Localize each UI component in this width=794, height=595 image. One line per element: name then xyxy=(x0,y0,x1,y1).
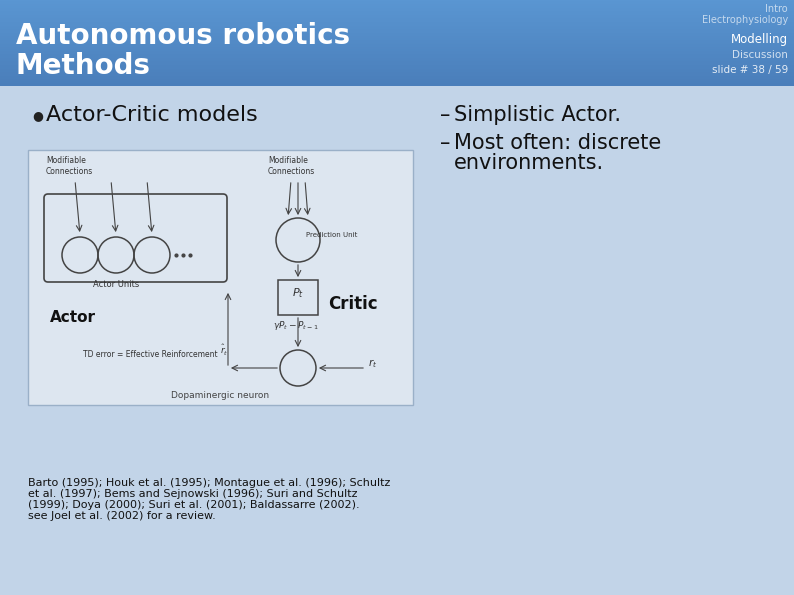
Text: Methods: Methods xyxy=(16,52,151,80)
Text: Autonomous robotics: Autonomous robotics xyxy=(16,22,350,50)
Bar xyxy=(0,86,794,595)
Text: TD error = Effective Reinforcement: TD error = Effective Reinforcement xyxy=(83,350,218,359)
Text: Actor-Critic models: Actor-Critic models xyxy=(46,105,258,125)
Text: environments.: environments. xyxy=(454,153,604,173)
Text: ●: ● xyxy=(32,109,43,122)
Text: –: – xyxy=(440,105,450,125)
Text: Modifiable
Connections: Modifiable Connections xyxy=(268,156,315,176)
Text: Dopaminergic neuron: Dopaminergic neuron xyxy=(172,391,269,400)
Text: Modifiable
Connections: Modifiable Connections xyxy=(46,156,93,176)
Text: $\gamma P_t - P_{t-1}$: $\gamma P_t - P_{t-1}$ xyxy=(273,319,318,332)
Text: Prediction Unit: Prediction Unit xyxy=(306,232,357,238)
Text: Electrophysiology: Electrophysiology xyxy=(702,15,788,25)
Text: Discussion: Discussion xyxy=(732,50,788,60)
Text: Intro: Intro xyxy=(765,4,788,14)
Text: Actor Units: Actor Units xyxy=(93,280,139,289)
Text: (1999); Doya (2000); Suri et al. (2001); Baldassarre (2002).: (1999); Doya (2000); Suri et al. (2001);… xyxy=(28,500,360,510)
Text: –: – xyxy=(440,133,450,153)
Text: Most often: discrete: Most often: discrete xyxy=(454,133,661,153)
Text: $P_t$: $P_t$ xyxy=(292,286,304,300)
Text: et al. (1997); Bems and Sejnowski (1996); Suri and Schultz: et al. (1997); Bems and Sejnowski (1996)… xyxy=(28,489,357,499)
Text: Actor: Actor xyxy=(50,310,96,325)
Text: $r_t$: $r_t$ xyxy=(368,358,377,371)
Text: Simplistic Actor.: Simplistic Actor. xyxy=(454,105,621,125)
Text: Critic: Critic xyxy=(328,295,378,313)
Text: Barto (1995); Houk et al. (1995); Montague et al. (1996); Schultz: Barto (1995); Houk et al. (1995); Montag… xyxy=(28,478,391,488)
Text: Modelling: Modelling xyxy=(730,33,788,46)
Text: $\hat{r}_t$: $\hat{r}_t$ xyxy=(219,343,228,358)
Text: slide # 38 / 59: slide # 38 / 59 xyxy=(711,65,788,75)
Text: see Joel et al. (2002) for a review.: see Joel et al. (2002) for a review. xyxy=(28,511,216,521)
Bar xyxy=(28,150,413,405)
Bar xyxy=(278,280,318,315)
